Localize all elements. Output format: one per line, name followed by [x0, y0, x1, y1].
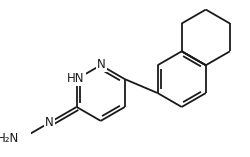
- Text: N: N: [45, 116, 54, 129]
- Text: H₂N: H₂N: [0, 132, 19, 145]
- Text: HN: HN: [67, 72, 85, 85]
- Text: N: N: [97, 58, 106, 71]
